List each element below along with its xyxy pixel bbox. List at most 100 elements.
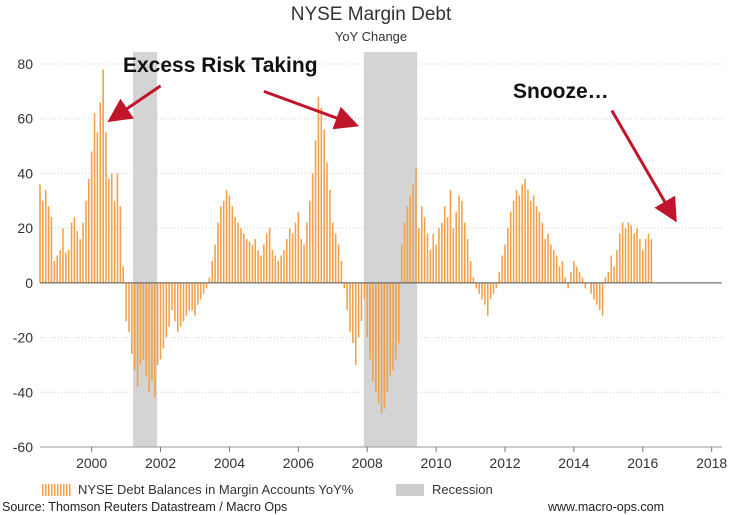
- annotation-arrow-0: [107, 84, 162, 123]
- bar: [73, 217, 76, 283]
- bar: [352, 282, 354, 344]
- bar: [644, 239, 647, 283]
- bar: [573, 260, 575, 283]
- bar: [380, 282, 383, 415]
- bar: [191, 282, 193, 311]
- bar: [527, 189, 529, 283]
- bar: [397, 282, 400, 344]
- axes-layer: 80 60 40 20 0 -20 -40 -60 2000 2002 2004 2006 2008 20…: [13, 56, 728, 471]
- bar: [515, 189, 518, 283]
- bar: [627, 222, 630, 283]
- annotation-snooze: Snooze…: [513, 80, 609, 103]
- chart-title: NYSE Margin Debt: [290, 4, 452, 25]
- bar: [110, 173, 113, 283]
- bar: [593, 282, 595, 300]
- bar: [472, 277, 475, 283]
- bar: [119, 206, 122, 283]
- bar: [541, 222, 544, 283]
- bar: [122, 266, 125, 283]
- y-tick-label: 60: [17, 111, 33, 127]
- bar: [647, 233, 650, 283]
- recession-layer: [133, 52, 418, 447]
- bar: [504, 244, 506, 283]
- bar: [323, 129, 325, 283]
- bar: [44, 189, 47, 283]
- bar: [418, 228, 420, 283]
- bar: [544, 239, 546, 283]
- bar: [248, 241, 251, 283]
- bar: [294, 222, 297, 283]
- bar: [575, 266, 578, 283]
- bar: [171, 282, 173, 311]
- bar: [621, 222, 624, 283]
- bar: [300, 239, 302, 283]
- bar: [263, 244, 265, 283]
- bar: [62, 228, 64, 283]
- bar: [570, 271, 572, 283]
- bar: [555, 255, 558, 283]
- bars-layer: [39, 69, 653, 415]
- bar: [136, 282, 139, 387]
- bar: [214, 244, 216, 283]
- bar: [194, 282, 196, 316]
- bar: [205, 282, 208, 289]
- x-tick-label: 2012: [489, 455, 520, 471]
- bar: [79, 239, 81, 283]
- annotation-excess-risk: Excess Risk Taking: [123, 54, 318, 77]
- bar: [326, 162, 328, 283]
- bar: [532, 195, 535, 283]
- bar: [260, 255, 262, 283]
- bar: [377, 282, 380, 404]
- bar: [320, 107, 323, 283]
- bar: [578, 271, 581, 283]
- bar: [156, 282, 159, 365]
- annotation-arrow-1: [263, 89, 360, 130]
- bar: [105, 132, 107, 283]
- bar: [613, 266, 615, 283]
- bar: [257, 250, 259, 283]
- bar: [461, 200, 463, 283]
- recession-band-0: [133, 52, 158, 447]
- bar: [550, 244, 552, 283]
- bar: [432, 233, 435, 283]
- bar: [237, 222, 239, 283]
- bar: [283, 250, 285, 283]
- bar: [125, 282, 127, 322]
- bar: [349, 282, 351, 333]
- bar: [590, 282, 592, 294]
- bar: [630, 225, 633, 283]
- chart-subtitle: YoY Change: [334, 29, 408, 44]
- bar: [222, 200, 225, 283]
- bar: [641, 250, 644, 283]
- bar: [59, 250, 61, 283]
- bar: [610, 255, 612, 283]
- bar: [564, 277, 567, 283]
- bar: [455, 211, 457, 283]
- bar: [179, 282, 182, 327]
- x-tick-label: 2018: [696, 455, 727, 471]
- bar: [406, 206, 409, 283]
- bar: [650, 239, 653, 283]
- bar: [607, 271, 610, 283]
- bar: [449, 189, 452, 283]
- bar: [142, 282, 145, 360]
- bar: [567, 282, 569, 289]
- bar: [598, 282, 601, 311]
- bar: [489, 282, 492, 300]
- bar: [619, 233, 621, 283]
- bar: [139, 282, 142, 365]
- bar: [53, 260, 56, 283]
- x-tick-label: 2006: [283, 455, 314, 471]
- bar: [420, 206, 423, 283]
- bar: [633, 233, 635, 283]
- bar: [538, 211, 541, 283]
- bar: [128, 282, 130, 333]
- bar: [148, 282, 150, 393]
- legend-recession-swatch: [396, 483, 424, 496]
- bar: [220, 206, 222, 283]
- bar: [268, 228, 271, 283]
- bar: [42, 200, 44, 283]
- bar: [131, 282, 133, 354]
- bar: [369, 282, 371, 360]
- bar: [234, 217, 236, 283]
